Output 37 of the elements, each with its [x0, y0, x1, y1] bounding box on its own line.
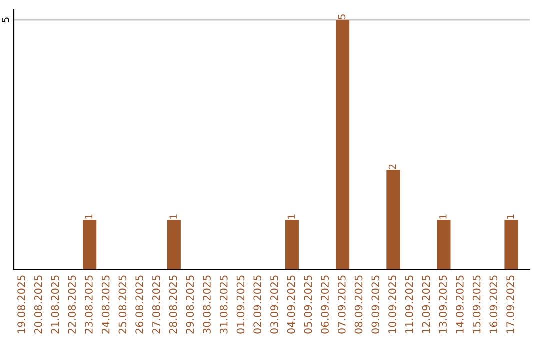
data-label: 1 — [170, 214, 177, 219]
x-tick-label: 06.09.2025 — [321, 276, 329, 334]
x-tick-label: 14.09.2025 — [456, 276, 464, 334]
data-label: 1 — [288, 214, 295, 219]
x-tick-label: 12.09.2025 — [422, 276, 430, 334]
x-tick-label: 15.09.2025 — [472, 276, 481, 334]
x-tick-label: 22.08.2025 — [68, 276, 76, 334]
x-tick-label: 11.09.2025 — [405, 276, 414, 334]
data-label: 1 — [507, 214, 514, 219]
x-tick-label: 07.09.2025 — [338, 276, 346, 334]
x-tick-label: 08.09.2025 — [354, 276, 363, 334]
x-tick-label: 17.09.2025 — [506, 276, 514, 334]
x-tick-label: 30.08.2025 — [203, 276, 211, 334]
x-tick-label: 05.09.2025 — [304, 276, 312, 334]
x-tick-label: 29.08.2025 — [186, 276, 194, 334]
x-tick-label: 23.08.2025 — [85, 276, 93, 334]
data-label: 1 — [85, 214, 93, 219]
x-tick-label: 31.08.2025 — [220, 276, 228, 334]
x-tick-label: 27.08.2025 — [152, 276, 160, 334]
data-label: 2 — [388, 164, 396, 170]
x-tick-label: 20.08.2025 — [34, 276, 42, 334]
x-tick-label: 02.09.2025 — [254, 276, 262, 334]
x-tick-label: 26.08.2025 — [136, 276, 144, 334]
x-tick-label: 10.09.2025 — [388, 276, 396, 334]
x-tick-label: 21.08.2025 — [51, 276, 60, 334]
x-tick-label: 19.08.2025 — [18, 276, 26, 334]
x-tick-label: 28.08.2025 — [169, 276, 178, 334]
x-tick-label: 03.09.2025 — [270, 276, 278, 334]
x-tick-label: 01.09.2025 — [236, 276, 245, 334]
x-tick-label: 24.08.2025 — [102, 276, 110, 334]
x-tick-label: 13.09.2025 — [439, 276, 448, 334]
x-tick-label: 04.09.2025 — [287, 276, 296, 334]
x-tick-label: 09.09.2025 — [372, 276, 380, 334]
data-label: 1 — [440, 214, 447, 219]
data-label: 5 — [338, 14, 346, 20]
x-tick-label: 25.08.2025 — [118, 276, 127, 334]
x-tick-label: 16.09.2025 — [490, 276, 498, 334]
